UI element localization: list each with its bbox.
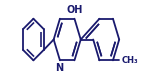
Text: OH: OH [67, 5, 83, 15]
Text: CH₃: CH₃ [122, 56, 138, 65]
Text: N: N [55, 63, 63, 73]
